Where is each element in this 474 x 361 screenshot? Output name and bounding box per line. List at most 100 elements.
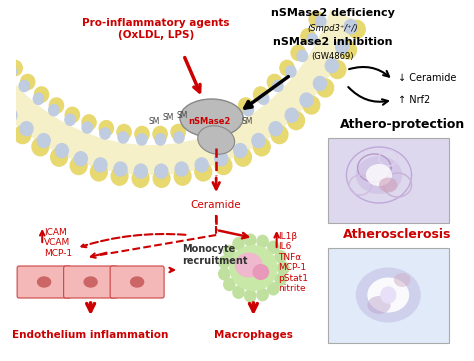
Circle shape xyxy=(245,234,256,246)
Circle shape xyxy=(278,262,289,274)
Circle shape xyxy=(381,287,396,303)
Circle shape xyxy=(291,45,305,60)
Circle shape xyxy=(301,29,315,44)
Circle shape xyxy=(74,152,87,166)
Circle shape xyxy=(4,108,17,122)
Circle shape xyxy=(288,112,304,130)
Polygon shape xyxy=(0,10,356,175)
Circle shape xyxy=(267,74,282,90)
Circle shape xyxy=(8,60,22,76)
Circle shape xyxy=(307,34,318,45)
Text: Athero-protection: Athero-protection xyxy=(339,118,465,131)
Text: Monocyte
recruitment: Monocyte recruitment xyxy=(182,244,247,266)
Circle shape xyxy=(252,134,265,148)
Text: Atherosclerosis: Atherosclerosis xyxy=(343,228,452,241)
Circle shape xyxy=(215,152,228,166)
Circle shape xyxy=(33,93,44,104)
Text: nSMase2 inhibition: nSMase2 inhibition xyxy=(273,37,392,47)
Circle shape xyxy=(0,112,14,130)
Text: Pro-inflammatory agents
(OxLDL, LPS): Pro-inflammatory agents (OxLDL, LPS) xyxy=(82,18,229,40)
Circle shape xyxy=(235,148,251,166)
Circle shape xyxy=(49,105,59,116)
Circle shape xyxy=(118,132,128,143)
Circle shape xyxy=(195,163,211,181)
Circle shape xyxy=(233,238,244,250)
Circle shape xyxy=(309,12,323,27)
Circle shape xyxy=(0,93,2,107)
Text: nSMase2: nSMase2 xyxy=(189,117,231,126)
Circle shape xyxy=(173,132,184,143)
Circle shape xyxy=(297,50,308,61)
Text: Endothelium inflammation: Endothelium inflammation xyxy=(12,330,169,340)
Text: ICAM
VCAM
MCP-1: ICAM VCAM MCP-1 xyxy=(44,228,72,258)
Bar xyxy=(328,138,449,223)
Bar xyxy=(328,248,449,343)
Circle shape xyxy=(313,77,327,91)
Circle shape xyxy=(275,251,286,262)
Circle shape xyxy=(195,158,208,172)
Ellipse shape xyxy=(367,278,409,313)
Ellipse shape xyxy=(235,252,263,278)
Circle shape xyxy=(245,290,256,302)
Circle shape xyxy=(91,163,107,181)
Circle shape xyxy=(132,169,149,187)
Text: SM: SM xyxy=(148,117,160,126)
Circle shape xyxy=(329,61,346,79)
Circle shape xyxy=(82,115,96,130)
Circle shape xyxy=(325,58,338,73)
Circle shape xyxy=(269,122,282,136)
Text: ↓ Ceramide: ↓ Ceramide xyxy=(398,73,456,83)
Circle shape xyxy=(303,96,320,114)
Text: ↑ Nrf2: ↑ Nrf2 xyxy=(398,95,430,105)
Circle shape xyxy=(215,157,232,175)
Circle shape xyxy=(65,114,75,125)
Circle shape xyxy=(275,273,286,286)
Text: SM: SM xyxy=(176,110,187,119)
Circle shape xyxy=(344,20,357,34)
Text: (Smpd3⁺/⁺/): (Smpd3⁺/⁺/) xyxy=(307,24,358,33)
Circle shape xyxy=(219,268,230,280)
Circle shape xyxy=(100,128,110,139)
Circle shape xyxy=(268,241,279,253)
Ellipse shape xyxy=(180,99,243,137)
Circle shape xyxy=(317,79,334,97)
Circle shape xyxy=(238,98,253,113)
Circle shape xyxy=(153,169,170,187)
Circle shape xyxy=(316,16,326,27)
Circle shape xyxy=(35,87,49,102)
Circle shape xyxy=(219,256,230,268)
Circle shape xyxy=(82,122,92,133)
Circle shape xyxy=(254,87,268,102)
Circle shape xyxy=(111,167,128,185)
FancyBboxPatch shape xyxy=(17,266,71,298)
Circle shape xyxy=(117,125,131,140)
Circle shape xyxy=(224,278,235,291)
Text: IL1β
IL6
TNFα
MCP-1
pStat1
nitrite: IL1β IL6 TNFα MCP-1 pStat1 nitrite xyxy=(279,232,309,293)
Ellipse shape xyxy=(366,164,392,186)
Circle shape xyxy=(340,41,356,59)
Circle shape xyxy=(285,108,298,122)
Ellipse shape xyxy=(394,273,410,287)
Circle shape xyxy=(171,125,185,140)
Circle shape xyxy=(20,74,35,90)
Ellipse shape xyxy=(367,296,391,314)
Circle shape xyxy=(271,126,288,144)
Circle shape xyxy=(174,167,191,185)
Circle shape xyxy=(153,126,167,142)
Ellipse shape xyxy=(131,277,144,287)
Circle shape xyxy=(243,105,254,116)
Circle shape xyxy=(258,93,269,104)
Ellipse shape xyxy=(198,126,235,154)
Circle shape xyxy=(6,66,17,77)
Ellipse shape xyxy=(84,277,97,287)
FancyBboxPatch shape xyxy=(64,266,118,298)
Circle shape xyxy=(0,45,11,60)
Circle shape xyxy=(49,98,64,113)
Ellipse shape xyxy=(37,277,51,287)
Text: (GW4869): (GW4869) xyxy=(311,52,354,61)
Text: SM: SM xyxy=(162,113,173,122)
Circle shape xyxy=(175,162,188,176)
Circle shape xyxy=(155,134,165,145)
Circle shape xyxy=(114,162,127,176)
Circle shape xyxy=(348,20,365,38)
